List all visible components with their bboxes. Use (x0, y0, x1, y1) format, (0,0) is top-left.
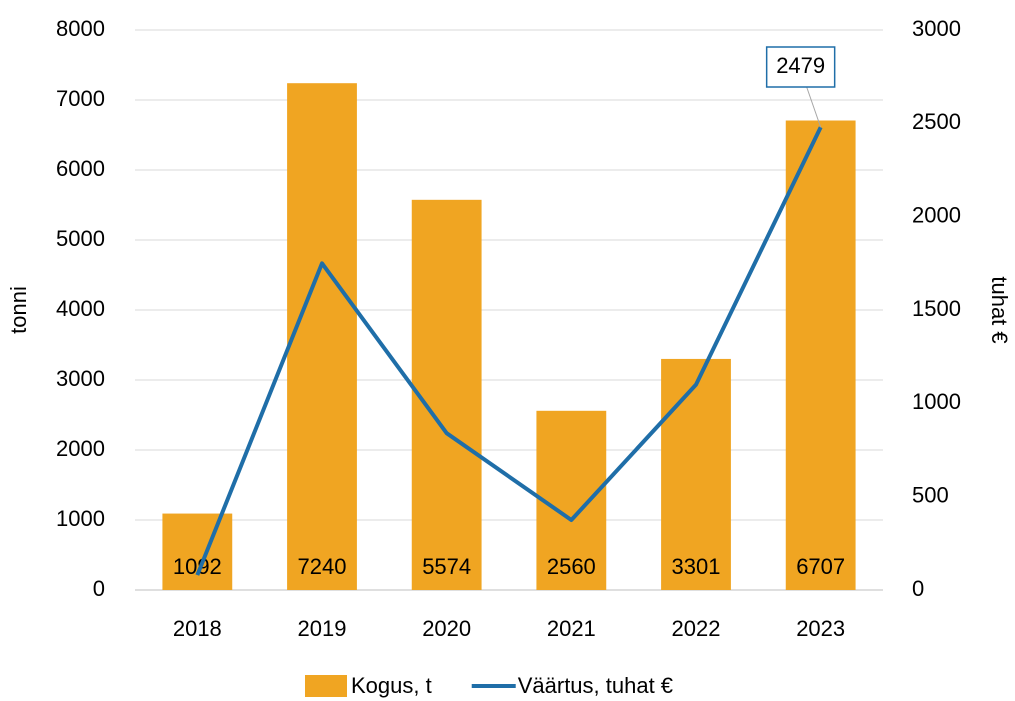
y-tick-label: 0 (93, 576, 105, 601)
legend-swatch (305, 675, 347, 697)
legend-label: Väärtus, tuhat € (518, 673, 673, 698)
y-tick-label: 5000 (56, 226, 105, 251)
bar (661, 358, 731, 590)
label-box (765, 46, 836, 88)
y-tick-label: 7000 (56, 86, 105, 111)
bar-value-label: 3301 (672, 554, 721, 579)
bar-value-label: 6707 (796, 554, 845, 579)
x-tick-label: 2023 (796, 616, 845, 641)
bar (287, 83, 357, 590)
y-tick-label: 2000 (56, 436, 105, 461)
y-axis-title: tonni (6, 286, 31, 334)
bar (536, 410, 607, 590)
x-tick-label: 2022 (672, 616, 721, 641)
y2-tick-label: 1000 (912, 389, 961, 414)
bar (785, 120, 856, 590)
y2-tick-label: 500 (912, 482, 949, 507)
x-tick-label: 2020 (422, 616, 471, 641)
bar (162, 513, 233, 590)
y2-axis-title: tuhat € (987, 276, 1012, 343)
label-leader (806, 86, 822, 128)
x-tick-label: 2021 (547, 616, 596, 641)
bar-value-label: 7240 (298, 554, 347, 579)
bar-value-label: 2560 (547, 554, 596, 579)
y-tick-label: 3000 (56, 366, 105, 391)
y-tick-label: 4000 (56, 296, 105, 321)
x-tick-label: 2019 (298, 616, 347, 641)
y2-tick-label: 3000 (912, 16, 961, 41)
x-tick-label: 2018 (173, 616, 222, 641)
y2-tick-label: 2000 (912, 202, 961, 227)
line (195, 126, 823, 576)
y-tick-label: 1000 (56, 506, 105, 531)
y2-tick-label: 1500 (912, 296, 961, 321)
legend-label: Kogus, t (351, 673, 432, 698)
bar (411, 199, 482, 590)
y-tick-label: 8000 (56, 16, 105, 41)
y2-tick-label: 2500 (912, 109, 961, 134)
y-tick-label: 6000 (56, 156, 105, 181)
y2-tick-label: 0 (912, 576, 924, 601)
bar-value-label: 5574 (422, 554, 471, 579)
line-value-label: 2479 (776, 53, 825, 78)
